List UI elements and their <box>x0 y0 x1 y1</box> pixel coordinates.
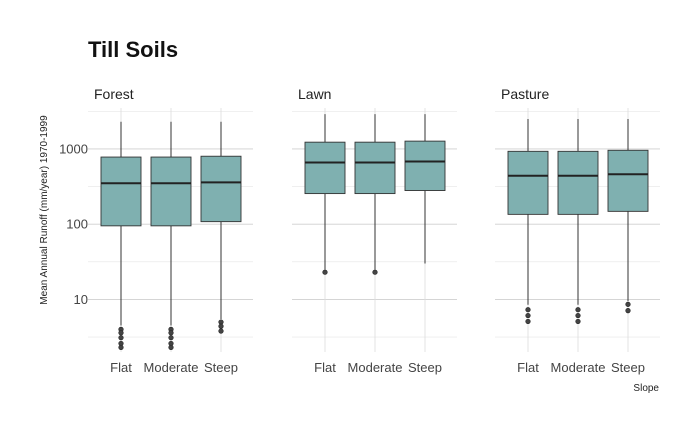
box-steep <box>607 118 649 314</box>
outlier-point <box>625 301 631 307</box>
outlier-point <box>575 318 581 325</box>
outlier-point <box>322 269 328 275</box>
x-axis-label: Slope <box>633 383 659 394</box>
box-flat <box>507 118 549 325</box>
outlier-point <box>525 312 531 319</box>
box-steep <box>200 121 242 334</box>
box-body <box>557 150 599 215</box>
box-body <box>100 156 142 227</box>
box-moderate <box>557 118 599 325</box>
box-moderate <box>354 114 396 275</box>
outlier-point <box>218 323 224 329</box>
outlier-point <box>118 335 124 341</box>
x-tick-label: Flat <box>517 360 539 375</box>
x-tick-label: Steep <box>204 360 238 375</box>
x-tick-label: Moderate <box>551 360 606 375</box>
outlier-point <box>218 328 224 334</box>
outlier-point <box>118 330 124 336</box>
panel-strip-label: Forest <box>94 86 134 102</box>
outlier-point <box>525 307 531 313</box>
panel-pasture: Pasture Flat Moderate Steep <box>495 86 660 375</box>
box-steep <box>404 114 446 264</box>
box-flat <box>304 114 346 275</box>
panel-strip-label: Lawn <box>298 86 331 102</box>
x-tick-label: Moderate <box>348 360 403 375</box>
outlier-point <box>525 318 531 325</box>
box-body <box>150 156 192 227</box>
x-tick-label: Moderate <box>144 360 199 375</box>
x-tick-label: Flat <box>314 360 336 375</box>
x-tick-label: Steep <box>611 360 645 375</box>
outlier-point <box>575 312 581 319</box>
x-tick-label: Steep <box>408 360 442 375</box>
panel-strip-label: Pasture <box>501 86 549 102</box>
y-tick-label: 100 <box>66 217 88 232</box>
y-tick-label: 10 <box>74 292 88 307</box>
box-moderate <box>150 121 192 351</box>
box-body <box>304 141 346 195</box>
box-body <box>354 141 396 195</box>
chart-title: Till Soils <box>88 37 178 62</box>
box-body <box>507 150 549 215</box>
outlier-point <box>118 344 124 351</box>
panels: Forest 10 100 1000 Flat Moderate Steep Lawn Flat… <box>59 86 660 375</box>
y-axis-label: Mean Annual Runoff (mm/year) 1970-1999 <box>39 115 50 305</box>
box-body <box>607 149 649 212</box>
outlier-point <box>625 308 631 314</box>
outlier-point <box>168 344 174 351</box>
outlier-point <box>168 330 174 336</box>
box-flat <box>100 121 142 351</box>
panel-forest: Forest 10 100 1000 Flat Moderate Steep <box>59 86 253 375</box>
outlier-point <box>372 269 378 275</box>
box-body <box>404 140 446 191</box>
box-body <box>200 155 242 223</box>
y-tick-label: 1000 <box>59 141 88 156</box>
x-tick-label: Flat <box>110 360 132 375</box>
outlier-point <box>575 307 581 313</box>
outlier-point <box>168 335 174 341</box>
panel-lawn: Lawn Flat Moderate Steep <box>292 86 457 375</box>
